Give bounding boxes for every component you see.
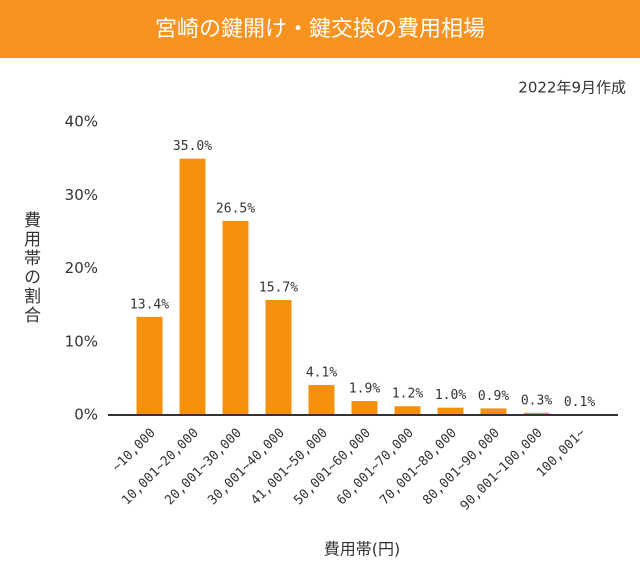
value-label: 1.2% (392, 387, 423, 402)
value-label: 0.9% (478, 389, 509, 404)
y-tick-label: 30% (65, 186, 98, 204)
x-tick-label: 41,001~50,000 (248, 426, 331, 509)
value-label: 1.9% (349, 382, 380, 397)
x-tick-label: 20,001~30,000 (162, 426, 245, 509)
x-tick-label: 60,001~70,000 (334, 426, 417, 509)
value-label: 4.1% (306, 365, 337, 380)
bar (179, 158, 206, 415)
x-tick-label: 80,001~90,000 (420, 426, 503, 509)
chart-subtitle: 2022年9月作成 (518, 79, 626, 97)
value-label: 26.5% (216, 201, 255, 216)
bar (351, 401, 378, 415)
bar (136, 316, 163, 415)
title-banner (0, 0, 640, 58)
chart-title: 宮崎の鍵開け・鍵交換の費用相場 (155, 17, 485, 42)
value-label: 35.0% (173, 139, 212, 154)
x-tick-label: 90,001~100,000 (458, 426, 546, 514)
y-tick-label: 10% (65, 332, 98, 350)
bar (437, 407, 464, 415)
x-axis-label: 費用帯(円) (324, 540, 401, 559)
bar (480, 408, 507, 415)
value-label: 15.7% (259, 280, 298, 295)
y-tick-label: 20% (65, 259, 98, 277)
value-label: 1.0% (435, 388, 466, 403)
bar (394, 406, 421, 415)
bar (265, 299, 292, 415)
bar (523, 412, 550, 415)
bar (308, 384, 335, 415)
x-tick-label: 50,001~60,000 (291, 426, 374, 509)
x-tick-label: 10,001~20,000 (119, 426, 202, 509)
value-label: 13.4% (130, 297, 169, 312)
x-tick-label: 30,001~40,000 (205, 426, 288, 509)
y-axis-label: 費用帯の割合 (20, 211, 41, 325)
y-tick-label: 40% (65, 113, 98, 131)
bar (222, 220, 249, 415)
x-tick-label: 70,001~80,000 (377, 426, 460, 509)
y-tick-label: 0% (74, 406, 98, 424)
value-label: 0.3% (521, 393, 552, 408)
value-label: 0.1% (564, 395, 595, 410)
